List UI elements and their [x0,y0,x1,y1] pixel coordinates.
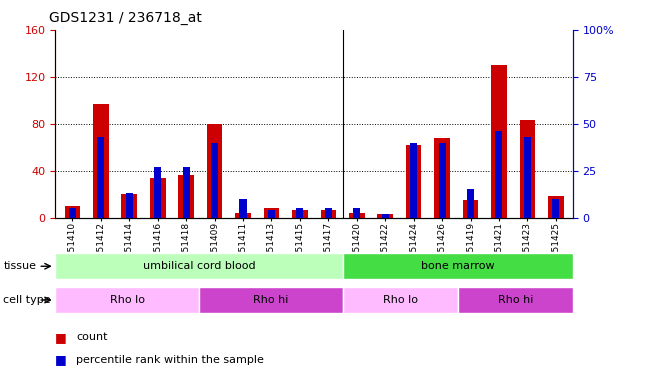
Bar [264,208,279,218]
Bar [55,287,199,313]
Text: umbilical cord blood: umbilical cord blood [143,261,255,271]
Text: cell type: cell type [3,295,51,305]
Text: Rho lo: Rho lo [383,295,418,305]
Bar [406,145,421,218]
Bar [178,176,194,217]
Bar [182,167,189,218]
Bar [434,138,450,218]
Bar [64,206,80,218]
Bar [320,210,336,218]
Bar [296,208,303,218]
Bar [97,137,104,218]
Bar [211,142,218,218]
Bar [548,196,564,217]
Bar [122,194,137,217]
Bar [343,253,573,279]
Text: count: count [76,333,107,342]
Text: bone marrow: bone marrow [421,261,495,271]
Bar [378,214,393,217]
Bar [150,178,165,218]
Bar [207,124,223,218]
Bar [325,208,332,218]
Text: ■: ■ [55,331,67,344]
Bar [552,199,559,217]
Bar [381,214,389,217]
Bar [55,253,343,279]
Bar [491,65,506,218]
Bar [93,104,109,218]
Bar [524,137,531,218]
Text: percentile rank within the sample: percentile rank within the sample [76,355,264,365]
Text: GDS1231 / 236718_at: GDS1231 / 236718_at [49,11,202,25]
Bar [126,193,133,217]
Bar [292,210,308,218]
Bar [458,287,573,313]
Bar [495,131,503,218]
Text: Rho hi: Rho hi [253,295,288,305]
Bar [240,199,247,217]
Bar [439,142,446,218]
Bar [154,167,161,218]
Text: tissue: tissue [3,261,36,271]
Bar [467,189,474,217]
Text: Rho lo: Rho lo [110,295,145,305]
Bar [463,200,478,217]
Bar [349,213,365,217]
Bar [343,287,458,313]
Bar [69,208,76,218]
Bar [353,208,360,218]
Bar [519,120,535,218]
Bar [199,287,343,313]
Bar [235,213,251,217]
Text: ■: ■ [55,354,67,366]
Text: Rho hi: Rho hi [497,295,533,305]
Bar [268,210,275,218]
Bar [410,142,417,218]
